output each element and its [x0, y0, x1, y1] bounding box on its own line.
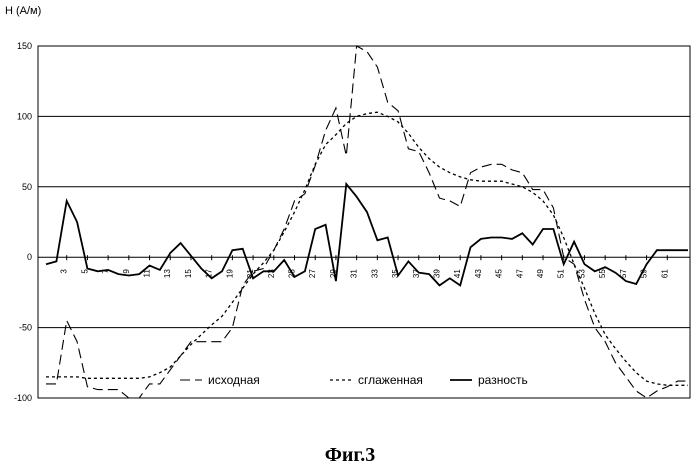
x-tick-label: 47	[515, 269, 524, 278]
y-tick-labels: 150 100 50 0 -50 -100	[14, 41, 32, 403]
legend-label-1: сглаженная	[358, 373, 423, 387]
y-tick-label: -100	[14, 393, 32, 403]
x-tick-label: 53	[577, 269, 586, 278]
x-tick-label: 19	[225, 269, 234, 278]
x-tick-label: 27	[308, 269, 317, 278]
figure-caption: Фиг.3	[0, 444, 700, 467]
x-tick-label: 9	[122, 269, 131, 274]
x-tick-label: 31	[350, 269, 359, 278]
y-tick-label: 50	[22, 182, 32, 192]
x-tick-label: 49	[536, 269, 545, 278]
x-tick-label: 3	[60, 269, 69, 274]
x-tick-label: 43	[474, 269, 483, 278]
y-tick-label: 0	[27, 252, 32, 262]
plot-frame	[38, 46, 690, 398]
series-line-0	[46, 46, 688, 398]
legend: исходная сглаженная разность	[180, 373, 528, 387]
x-tick-label: 39	[432, 269, 441, 278]
x-tick-label: 45	[495, 269, 504, 278]
gridlines	[38, 116, 690, 327]
x-tick-label: 33	[370, 269, 379, 278]
series-line-1	[46, 112, 688, 385]
x-tick-label: 51	[557, 269, 566, 278]
legend-label-0: исходная	[208, 373, 260, 387]
y-tick-label: 100	[17, 111, 32, 121]
x-tick-label: 61	[660, 269, 669, 278]
y-axis-label: H (A/м)	[5, 5, 41, 17]
x-tick-label: 41	[453, 269, 462, 278]
x-tick-label: 13	[163, 269, 172, 278]
x-tick-label: 15	[184, 269, 193, 278]
series-lines	[46, 46, 688, 398]
y-tick-label: 150	[17, 41, 32, 51]
y-tick-label: -50	[19, 323, 32, 333]
legend-label-2: разность	[478, 373, 528, 387]
